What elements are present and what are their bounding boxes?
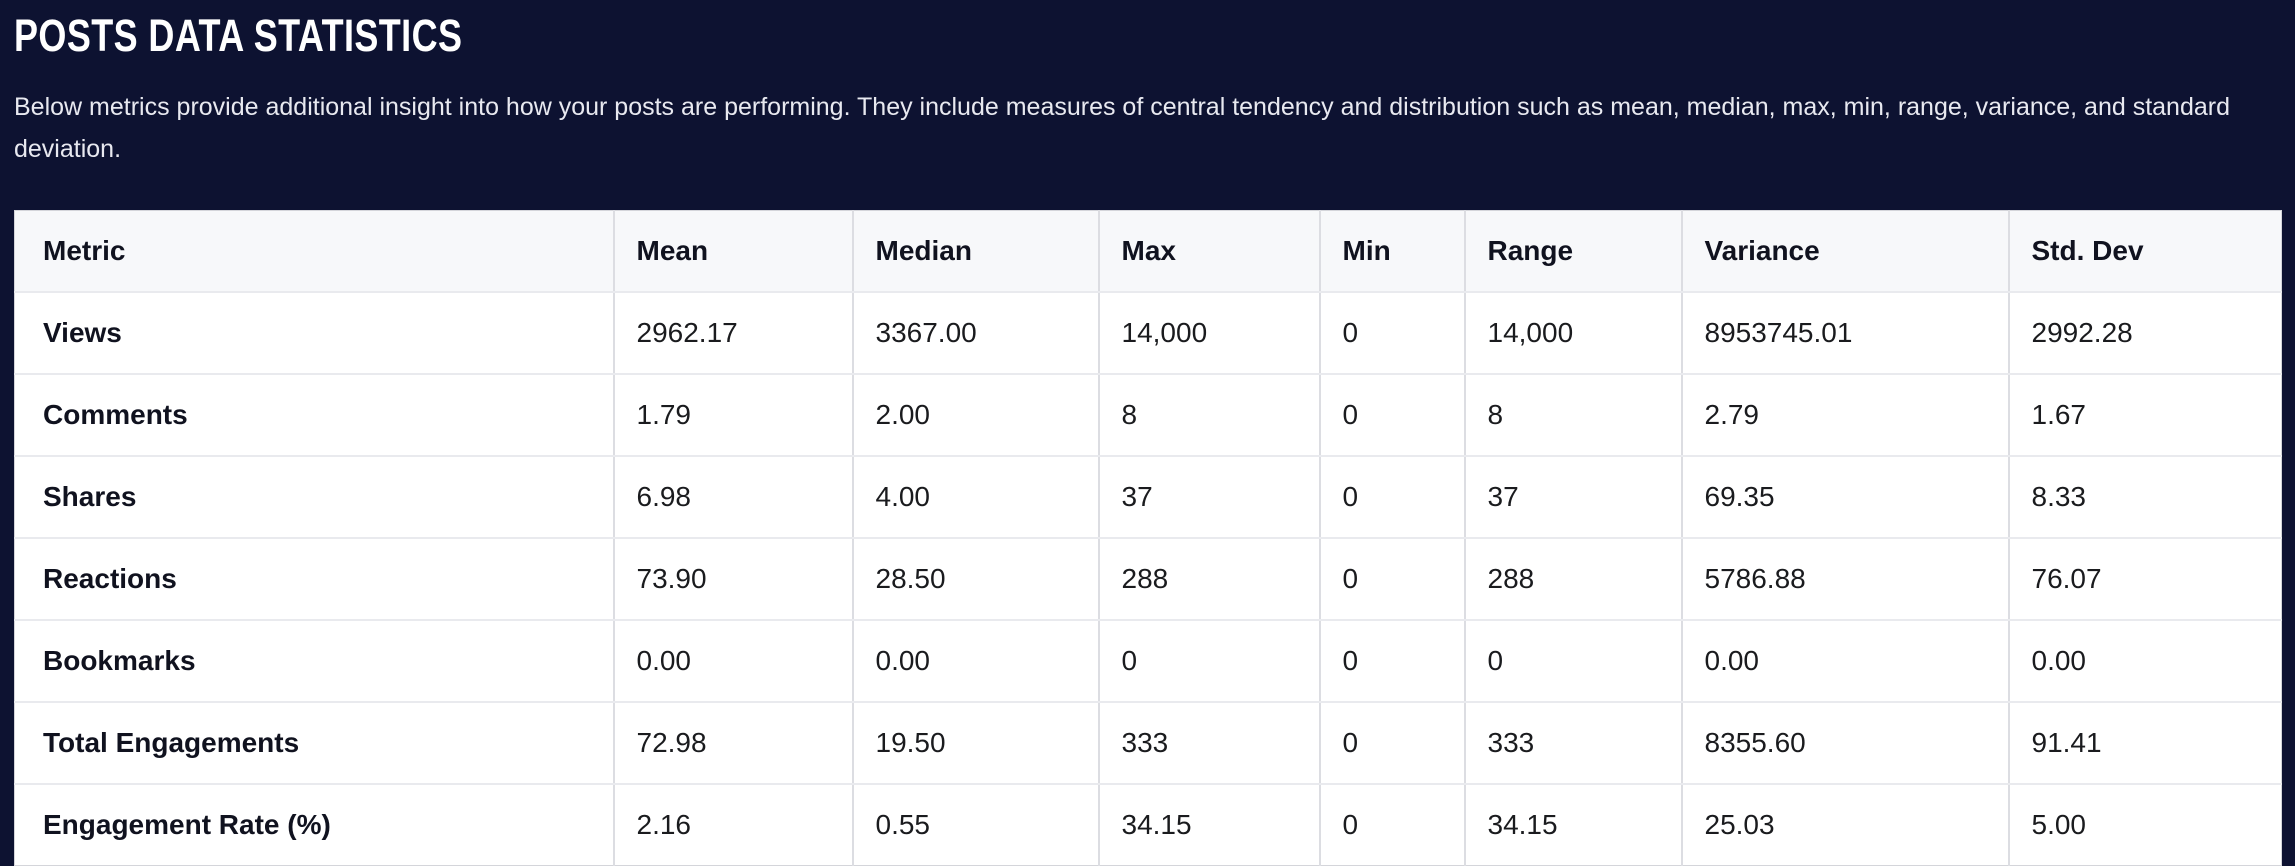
- value-cell-range: 8: [1464, 374, 1683, 457]
- column-header-min: Min: [1319, 210, 1466, 293]
- value-cell-median: 0.00: [852, 620, 1100, 703]
- value-cell-std-dev: 1.67: [2008, 374, 2282, 457]
- value-cell-range: 333: [1464, 702, 1683, 785]
- value-cell-range: 288: [1464, 538, 1683, 621]
- value-cell-min: 0: [1319, 784, 1466, 866]
- value-cell-std-dev: 8.33: [2008, 456, 2282, 539]
- value-cell-max: 37: [1098, 456, 1321, 539]
- table-row-total-engagements: Total Engagements 72.98 19.50 333 0 333 …: [14, 702, 2282, 785]
- value-cell-mean: 1.79: [613, 374, 854, 457]
- value-cell-range: 0: [1464, 620, 1683, 703]
- metric-cell: Bookmarks: [14, 620, 615, 703]
- value-cell-range: 37: [1464, 456, 1683, 539]
- page-title: POSTS DATA STATISTICS: [14, 10, 463, 61]
- value-cell-max: 333: [1098, 702, 1321, 785]
- table-row-reactions: Reactions 73.90 28.50 288 0 288 5786.88 …: [14, 538, 2282, 621]
- value-cell-std-dev: 91.41: [2008, 702, 2282, 785]
- table-row-engagement-rate: Engagement Rate (%) 2.16 0.55 34.15 0 34…: [14, 784, 2282, 866]
- column-header-variance: Variance: [1681, 210, 2010, 293]
- value-cell-median: 4.00: [852, 456, 1100, 539]
- value-cell-max: 34.15: [1098, 784, 1321, 866]
- metric-cell: Total Engagements: [14, 702, 615, 785]
- metric-cell: Views: [14, 292, 615, 375]
- value-cell-variance: 69.35: [1681, 456, 2010, 539]
- metric-cell: Engagement Rate (%): [14, 784, 615, 866]
- value-cell-std-dev: 0.00: [2008, 620, 2282, 703]
- table-row-views: Views 2962.17 3367.00 14,000 0 14,000 89…: [14, 292, 2282, 375]
- column-header-mean: Mean: [613, 210, 854, 293]
- stats-table-body: Views 2962.17 3367.00 14,000 0 14,000 89…: [14, 292, 2282, 866]
- value-cell-mean: 73.90: [613, 538, 854, 621]
- table-row-shares: Shares 6.98 4.00 37 0 37 69.35 8.33: [14, 456, 2282, 539]
- metric-cell: Shares: [14, 456, 615, 539]
- header-row: Metric Mean Median Max Min Range Varianc…: [14, 210, 2282, 293]
- metric-cell: Reactions: [14, 538, 615, 621]
- value-cell-mean: 72.98: [613, 702, 854, 785]
- value-cell-variance: 8355.60: [1681, 702, 2010, 785]
- table-row-bookmarks: Bookmarks 0.00 0.00 0 0 0 0.00 0.00: [14, 620, 2282, 703]
- value-cell-min: 0: [1319, 538, 1466, 621]
- value-cell-median: 19.50: [852, 702, 1100, 785]
- column-header-range: Range: [1464, 210, 1683, 293]
- stats-table: Metric Mean Median Max Min Range Varianc…: [14, 210, 2282, 866]
- value-cell-median: 0.55: [852, 784, 1100, 866]
- value-cell-min: 0: [1319, 702, 1466, 785]
- column-header-median: Median: [852, 210, 1100, 293]
- page-description: Below metrics provide additional insight…: [14, 93, 2230, 163]
- value-cell-std-dev: 5.00: [2008, 784, 2282, 866]
- value-cell-mean: 2962.17: [613, 292, 854, 375]
- value-cell-min: 0: [1319, 374, 1466, 457]
- value-cell-variance: 25.03: [1681, 784, 2010, 866]
- value-cell-max: 14,000: [1098, 292, 1321, 375]
- value-cell-variance: 8953745.01: [1681, 292, 2010, 375]
- value-cell-max: 0: [1098, 620, 1321, 703]
- value-cell-min: 0: [1319, 620, 1466, 703]
- stats-table-header: Metric Mean Median Max Min Range Varianc…: [14, 210, 2282, 293]
- column-header-max: Max: [1098, 210, 1321, 293]
- value-cell-min: 0: [1319, 456, 1466, 539]
- value-cell-max: 8: [1098, 374, 1321, 457]
- value-cell-median: 28.50: [852, 538, 1100, 621]
- value-cell-std-dev: 2992.28: [2008, 292, 2282, 375]
- value-cell-range: 14,000: [1464, 292, 1683, 375]
- table-row-comments: Comments 1.79 2.00 8 0 8 2.79 1.67: [14, 374, 2282, 457]
- value-cell-variance: 0.00: [1681, 620, 2010, 703]
- value-cell-min: 0: [1319, 292, 1466, 375]
- value-cell-median: 3367.00: [852, 292, 1100, 375]
- value-cell-std-dev: 76.07: [2008, 538, 2282, 621]
- value-cell-max: 288: [1098, 538, 1321, 621]
- value-cell-median: 2.00: [852, 374, 1100, 457]
- column-header-metric: Metric: [14, 210, 615, 293]
- value-cell-variance: 2.79: [1681, 374, 2010, 457]
- column-header-std-dev: Std. Dev: [2008, 210, 2282, 293]
- value-cell-mean: 0.00: [613, 620, 854, 703]
- value-cell-mean: 2.16: [613, 784, 854, 866]
- value-cell-mean: 6.98: [613, 456, 854, 539]
- value-cell-variance: 5786.88: [1681, 538, 2010, 621]
- value-cell-range: 34.15: [1464, 784, 1683, 866]
- metric-cell: Comments: [14, 374, 615, 457]
